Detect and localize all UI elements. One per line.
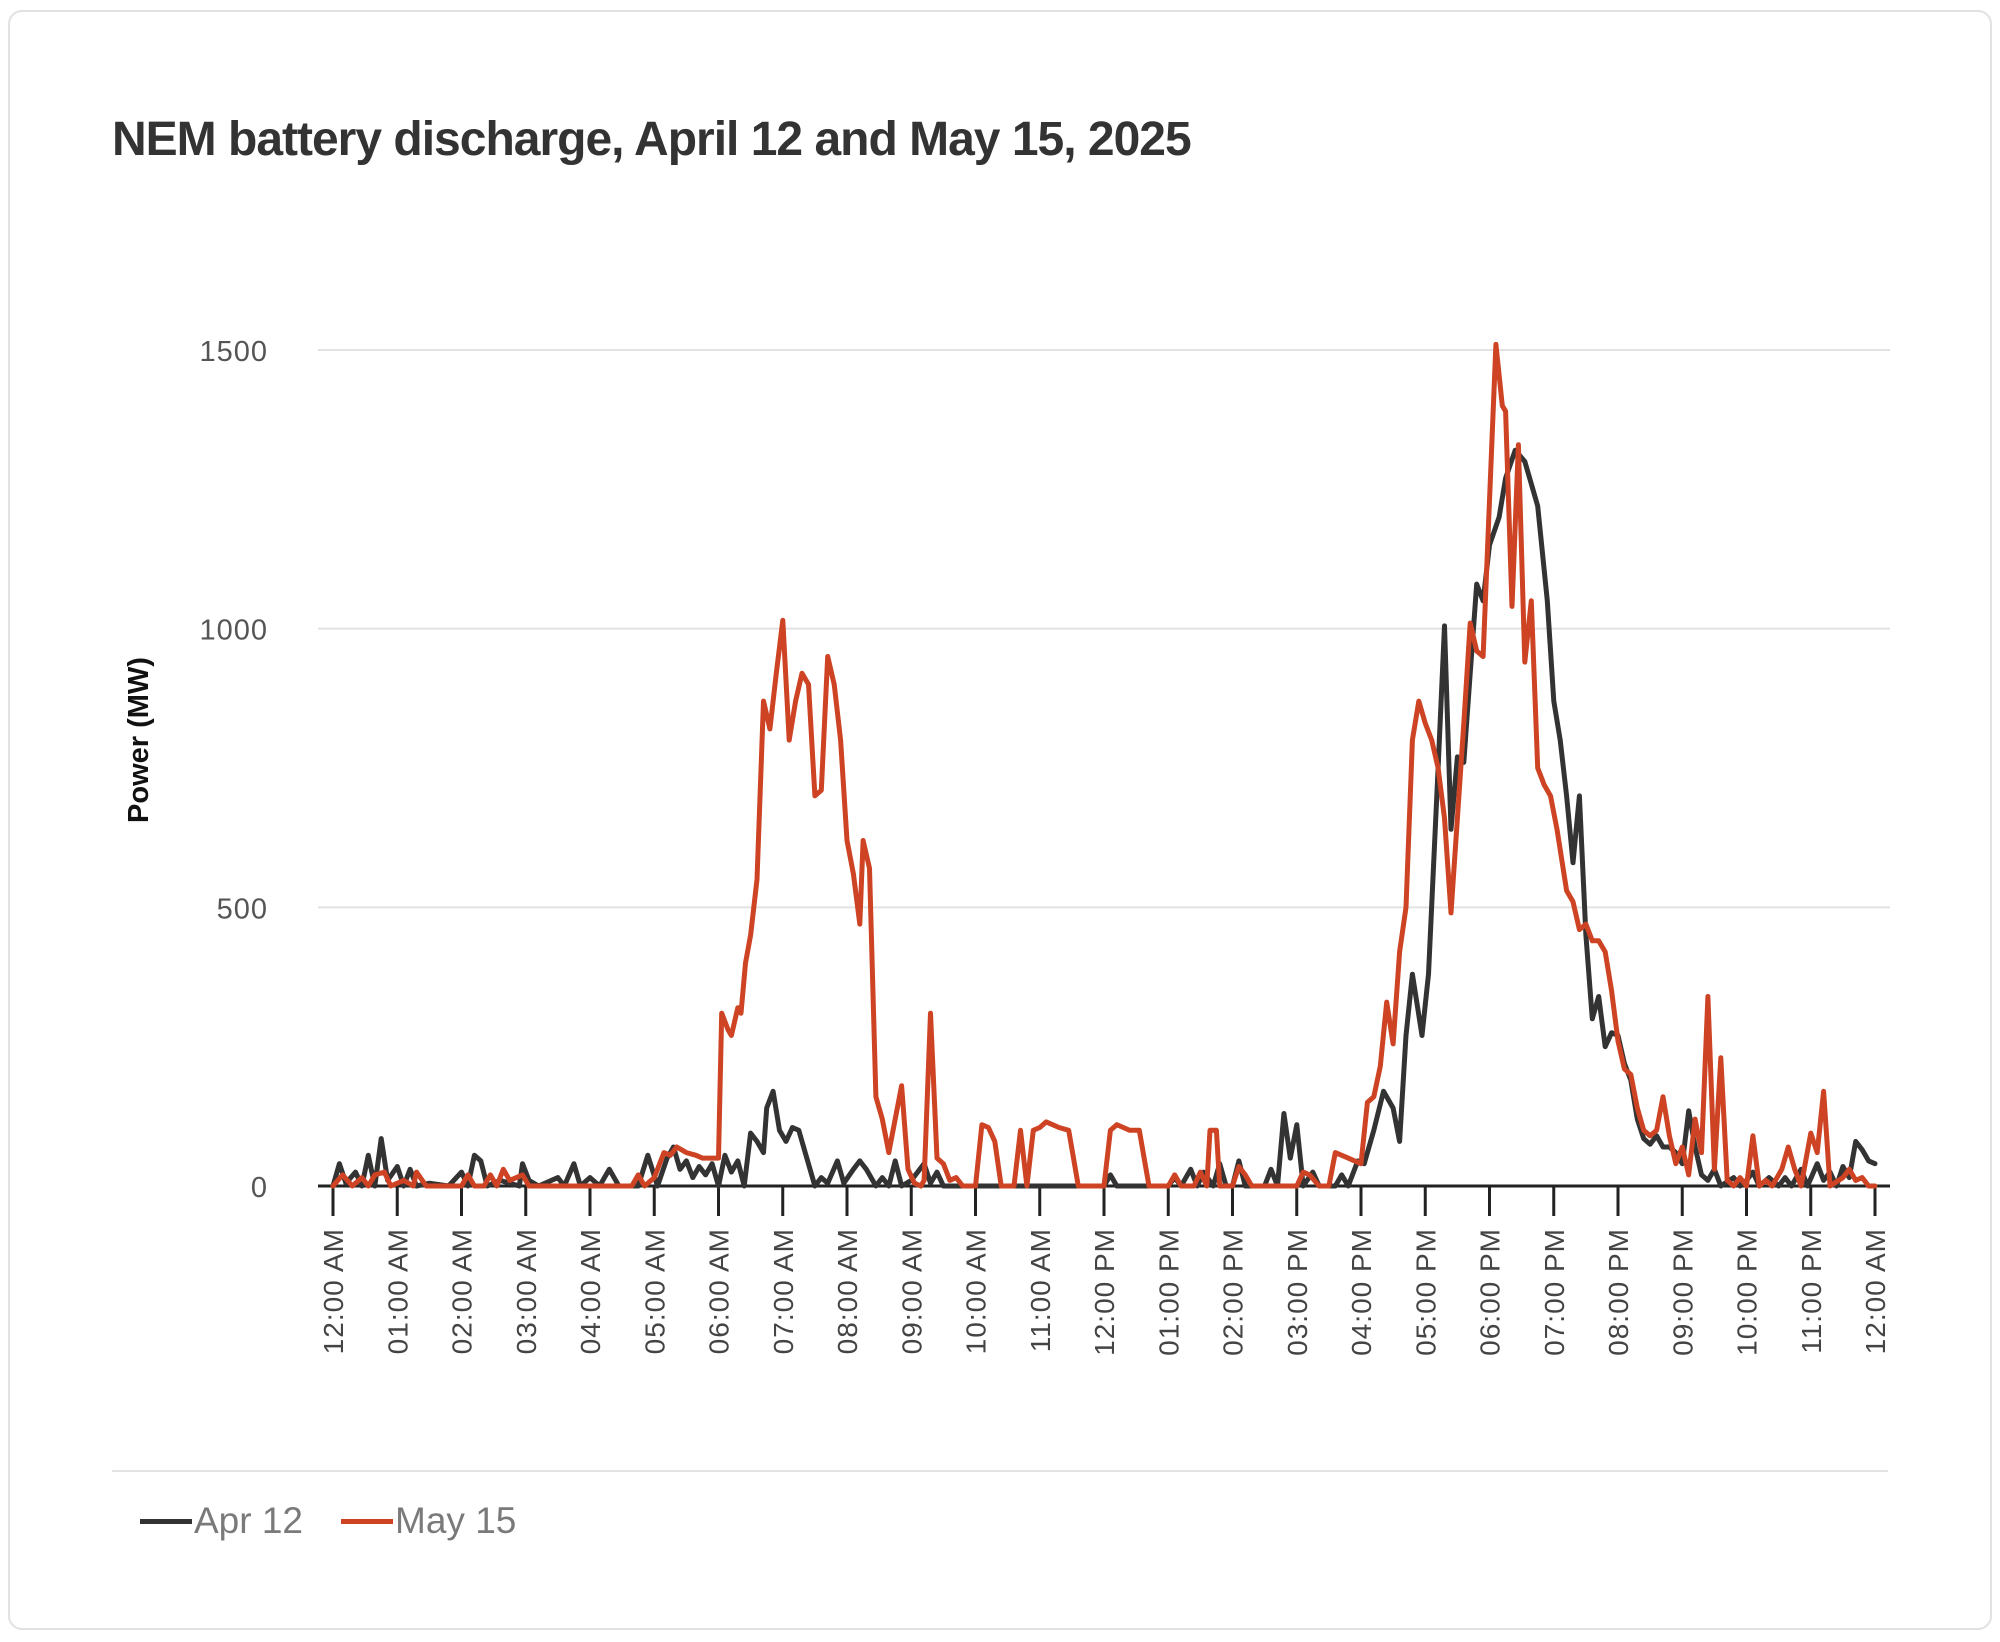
x-tick-label-14: 02:00 PM	[1218, 1228, 1249, 1356]
x-tick-label-0: 12:00 AM	[318, 1228, 349, 1354]
chart-title: NEM battery discharge, April 12 and May …	[112, 113, 1192, 166]
legend: Apr 12 May 15	[140, 1500, 554, 1542]
legend-label-apr-12: Apr 12	[194, 1500, 304, 1541]
series-line-may-15	[330, 341, 1878, 1189]
legend-swatch-apr-12	[140, 1518, 192, 1524]
x-tick-label-10: 10:00 AM	[961, 1228, 992, 1354]
x-tick-label-15: 03:00 PM	[1282, 1228, 1313, 1356]
x-tick-label-22: 10:00 PM	[1732, 1228, 1763, 1356]
y-axis-ticks: 0 500 1000 1500	[199, 336, 268, 1204]
x-tick-label-3: 03:00 AM	[511, 1228, 542, 1354]
x-tick-label-16: 04:00 PM	[1346, 1228, 1377, 1356]
series-line-apr-12	[330, 447, 1878, 1189]
x-tick-label-19: 07:00 PM	[1539, 1228, 1570, 1356]
chart-card	[8, 10, 1992, 1630]
x-tick-label-7: 07:00 AM	[768, 1228, 799, 1354]
x-tick-label-8: 08:00 AM	[832, 1228, 863, 1354]
x-axis-ticks: 12:00 AM 01:00 AM 02:00 AM 03:00 AM 04:00 AM…	[318, 1186, 1891, 1356]
x-tick-label-17: 05:00 PM	[1410, 1228, 1441, 1356]
x-tick-label-4: 04:00 AM	[575, 1228, 606, 1354]
grid-lines	[318, 349, 1890, 1188]
legend-divider	[112, 1470, 1888, 1472]
x-tick-label-11: 11:00 AM	[1025, 1228, 1056, 1352]
legend-label-may-15: May 15	[395, 1500, 517, 1541]
legend-swatch-may-15	[341, 1518, 394, 1524]
legend-item-may-15[interactable]: May 15	[341, 1500, 516, 1542]
y-tick-label-500: 500	[217, 893, 268, 925]
y-axis-label: Power (MW)	[123, 657, 155, 823]
x-tick-label-20: 08:00 PM	[1603, 1228, 1634, 1356]
x-tick-label-2: 02:00 AM	[447, 1228, 478, 1354]
x-tick-label-24: 12:00 AM	[1860, 1228, 1891, 1354]
legend-item-apr-12[interactable]: Apr 12	[140, 1500, 303, 1542]
x-tick-label-9: 09:00 AM	[896, 1228, 927, 1354]
x-tick-label-1: 01:00 AM	[382, 1228, 413, 1354]
series-lines	[330, 341, 1878, 1189]
x-tick-label-18: 06:00 PM	[1475, 1228, 1506, 1356]
x-tick-label-21: 09:00 PM	[1667, 1228, 1698, 1356]
x-tick-label-13: 01:00 PM	[1153, 1228, 1184, 1356]
x-tick-label-6: 06:00 AM	[704, 1228, 735, 1354]
x-tick-label-23: 11:00 PM	[1796, 1228, 1827, 1354]
x-tick-label-12: 12:00 PM	[1089, 1228, 1120, 1356]
x-tick-label-5: 05:00 AM	[639, 1228, 670, 1354]
y-tick-label-1500: 1500	[199, 336, 268, 368]
y-tick-label-1000: 1000	[199, 615, 268, 647]
y-tick-label-0: 0	[251, 1172, 268, 1204]
